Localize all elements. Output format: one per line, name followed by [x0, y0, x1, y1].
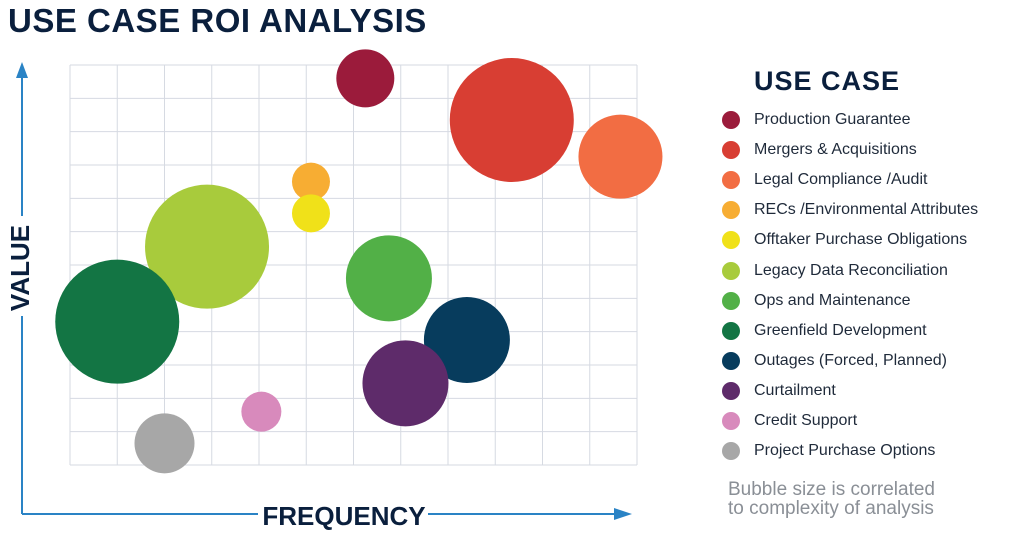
bubble-credit-support [241, 391, 282, 432]
legend-item: Production Guarantee [722, 105, 1022, 135]
x-axis-arrow [614, 508, 632, 520]
y-label-bg [4, 216, 40, 316]
bubble-ops-and-maintenance [345, 235, 432, 322]
legend-title: USE CASE [754, 66, 901, 96]
legend-label: Production Guarantee [754, 111, 911, 129]
legend-swatch [722, 201, 740, 220]
bubble-mergers-acquisitions [449, 58, 574, 182]
bubble-greenfield-development [55, 259, 180, 384]
legend-swatch [722, 231, 740, 250]
legend-label: Project Purchase Options [754, 442, 936, 460]
legend-swatch [722, 261, 740, 280]
bubble-size-note: Bubble size is correlated to complexity … [728, 480, 1018, 518]
note-line-2: to complexity of analysis [728, 498, 934, 519]
legend-label: Curtailment [754, 381, 836, 399]
bubble-offtaker-purchase-obligations [291, 194, 330, 233]
legend-label: Greenfield Development [754, 321, 927, 339]
y-axis-label: VALUE [5, 225, 35, 311]
legend-swatch [722, 171, 740, 190]
legend-item: Mergers & Acquisitions [722, 135, 1022, 165]
y-axis-arrow [16, 62, 28, 78]
legend-item: Outages (Forced, Planned) [722, 346, 1022, 376]
legend-item: Credit Support [722, 406, 1022, 436]
chart-axes: FREQUENCY VALUE [4, 62, 632, 532]
legend-swatch [722, 291, 740, 310]
legend-swatch [722, 111, 740, 130]
bubble-chart: FREQUENCY VALUE [4, 49, 663, 532]
bubble-legacy-data-reconciliation [145, 184, 270, 309]
legend-item: Project Purchase Options [722, 436, 1022, 466]
legend-label: Legacy Data Reconciliation [754, 261, 948, 279]
bubble-outages-forced-planned [423, 297, 510, 383]
bubble-production-guarantee [336, 49, 395, 108]
legend-swatch [722, 381, 740, 400]
legend-label: RECs /Environmental Attributes [754, 201, 979, 219]
legend-swatch [722, 351, 740, 370]
bubble-project-purchase-options [134, 413, 195, 474]
page-title: USE CASE ROI ANALYSIS [8, 2, 427, 39]
chart-bubbles [55, 49, 663, 474]
legend-label: Offtaker Purchase Obligations [754, 231, 968, 249]
legend-item: Offtaker Purchase Obligations [722, 225, 1022, 255]
legend-item: Ops and Maintenance [722, 286, 1022, 316]
legend-label: Credit Support [754, 411, 858, 429]
legend-swatch [722, 442, 740, 461]
legend-label: Mergers & Acquisitions [754, 141, 917, 159]
bubble-recs-environmental-attributes [291, 162, 330, 201]
chart-grid [69, 64, 638, 466]
legend-label: Outages (Forced, Planned) [754, 351, 947, 369]
legend-swatch [722, 411, 740, 430]
x-label-bg [258, 496, 428, 532]
legend-label: Ops and Maintenance [754, 291, 911, 309]
legend-item: Legacy Data Reconciliation [722, 255, 1022, 285]
legend-label: Legal Compliance /Audit [754, 171, 928, 189]
legend-swatch [722, 321, 740, 340]
legend: USE CASE Production Guarantee Mergers & A… [722, 66, 1022, 466]
legend-items: Production Guarantee Mergers & Acquisitio… [722, 105, 1022, 466]
legend-swatch [722, 141, 740, 160]
legend-item: Legal Compliance /Audit [722, 165, 1022, 195]
bubble-legal-compliance-audit [578, 114, 663, 199]
x-axis-label: FREQUENCY [262, 501, 425, 531]
legend-item: Greenfield Development [722, 316, 1022, 346]
note-line-1: Bubble size is correlated [728, 479, 935, 500]
bubble-curtailment [362, 340, 449, 427]
legend-item: Curtailment [722, 376, 1022, 406]
legend-item: RECs /Environmental Attributes [722, 195, 1022, 225]
